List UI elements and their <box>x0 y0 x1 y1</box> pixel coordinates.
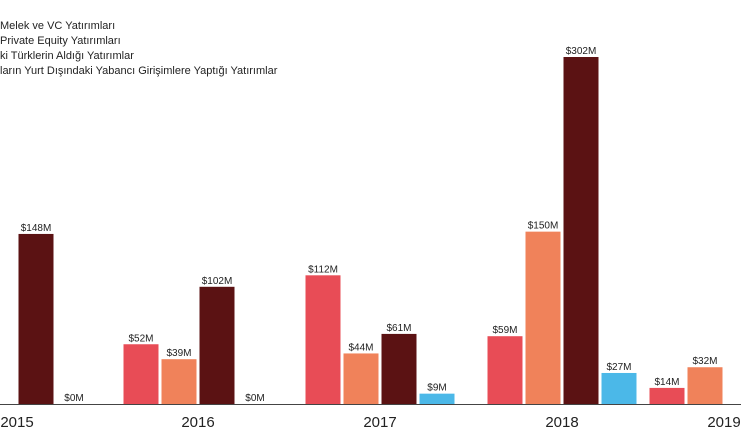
bar <box>123 344 159 404</box>
bar <box>18 233 54 404</box>
bar <box>687 367 723 404</box>
legend-item: Private Equity Yatırımları <box>0 35 121 47</box>
legend: Melek ve VC Yatırımları Private Equity Y… <box>0 19 277 79</box>
legend-item: ların Yurt Dışındaki Yabancı Girişimlere… <box>0 65 278 77</box>
x-tick-label: 2019 <box>707 414 740 431</box>
bar <box>601 372 637 404</box>
bar <box>419 393 455 404</box>
bar <box>563 57 599 404</box>
legend-item: Melek ve VC Yatırımları <box>0 20 116 32</box>
x-tick-label: 2015 <box>0 414 33 431</box>
data-label: $39M <box>166 348 191 359</box>
data-label: $27M <box>606 362 631 373</box>
data-label: $59M <box>492 325 517 336</box>
data-label: $148M <box>21 223 52 234</box>
bar <box>199 286 235 404</box>
data-label: $0M <box>245 393 264 404</box>
data-label: $32M <box>692 356 717 367</box>
x-tick-label: 2017 <box>363 414 396 431</box>
data-label: $14M <box>654 377 679 388</box>
x-tick-label: 2016 <box>181 414 214 431</box>
bar <box>381 333 417 404</box>
x-tick-label: 2018 <box>545 414 578 431</box>
legend-item: ki Türklerin Aldığı Yatırımlar <box>0 50 134 62</box>
bar <box>161 359 197 404</box>
data-label: $61M <box>386 323 411 334</box>
data-label: $44M <box>348 342 373 353</box>
data-label: $9M <box>427 383 446 394</box>
data-label: $102M <box>202 276 233 287</box>
bar <box>649 387 685 404</box>
bar <box>305 275 341 404</box>
data-label: $302M <box>566 46 597 57</box>
bar <box>343 353 379 404</box>
data-label: $0M <box>64 393 83 404</box>
bar <box>525 231 561 404</box>
data-label: $150M <box>528 221 559 232</box>
data-label: $52M <box>128 333 153 344</box>
bar <box>487 336 523 404</box>
data-label: $112M <box>308 264 338 275</box>
